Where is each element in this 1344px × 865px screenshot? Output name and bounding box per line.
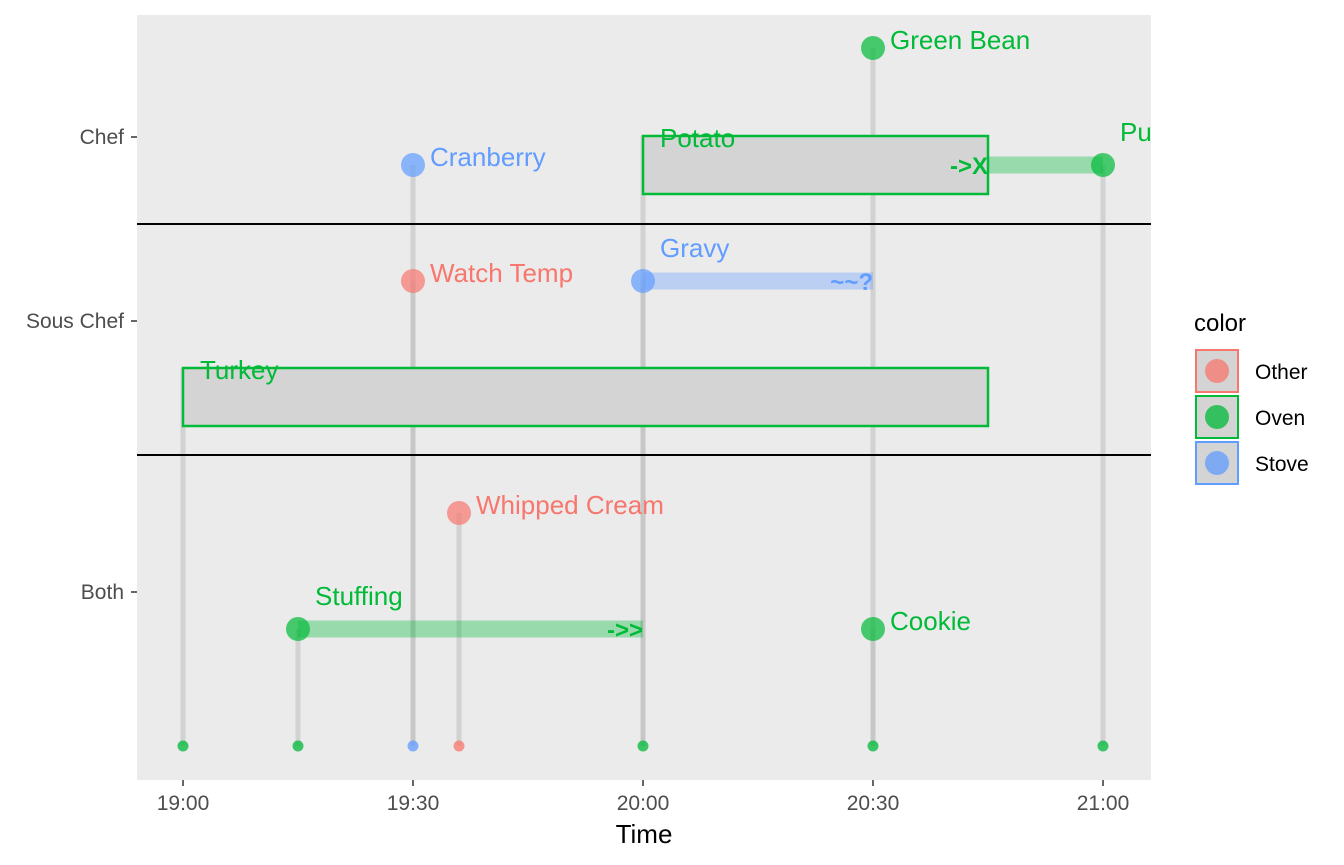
point-gravy <box>631 269 655 293</box>
legend-key-point-stove <box>1205 451 1229 475</box>
legend-key-point-other <box>1205 359 1229 383</box>
end-marker-stuffing: ->> <box>607 617 643 644</box>
legend-label-stove: Stove <box>1255 453 1309 476</box>
baseline-dot-6 <box>867 740 879 752</box>
event-boxes <box>181 134 990 428</box>
end-marker-gravy: ~~? <box>830 269 873 296</box>
point-cookie <box>861 617 885 641</box>
event-label-cranberry: Cranberry <box>430 142 546 172</box>
box-potato <box>641 134 990 196</box>
event-label-watch-temp: Watch Temp <box>430 258 573 288</box>
point-watch-temp <box>401 269 425 293</box>
legend-title: color <box>1194 310 1246 337</box>
point-stuffing <box>286 617 310 641</box>
event-points <box>177 36 1115 752</box>
baseline-dot-4 <box>453 740 465 752</box>
event-label-green-bean: Green Bean <box>890 25 1030 55</box>
baseline-dot-5 <box>637 740 649 752</box>
x-tick-label-20-00: 20:00 <box>617 792 670 815</box>
legend-key-point-oven <box>1205 405 1229 429</box>
event-label-whipped-cream: Whipped Cream <box>476 490 664 520</box>
x-tick-label-21-00: 21:00 <box>1077 792 1130 815</box>
x-axis: 19:00 19:30 20:00 20:30 21:00 <box>157 780 1130 815</box>
legend-label-other: Other <box>1255 361 1308 384</box>
y-tick-label-sous-chef: Sous Chef <box>26 310 124 333</box>
point-pu <box>1091 153 1115 177</box>
baseline-dot-2 <box>292 740 304 752</box>
event-label-turkey: Turkey <box>200 355 279 385</box>
event-label-gravy: Gravy <box>660 233 729 263</box>
legend: color Other Oven Stove <box>1194 310 1309 485</box>
x-axis-title: Time <box>616 819 673 849</box>
x-tick-label-20-30: 20:30 <box>847 792 900 815</box>
event-label-potato: Potato <box>660 123 735 153</box>
event-labels: Green Bean Cranberry Potato Pu ->X Gravy ~~? Wa… <box>200 25 1152 644</box>
x-tick-label-19-00: 19:00 <box>157 792 210 815</box>
point-whipped-cream <box>447 501 471 525</box>
event-label-cookie: Cookie <box>890 606 971 636</box>
box-turkey <box>181 366 990 428</box>
y-tick-label-both: Both <box>81 581 124 604</box>
point-green-bean <box>861 36 885 60</box>
end-marker-pu: ->X <box>950 153 988 180</box>
baseline-dot-7 <box>1097 740 1109 752</box>
baseline-dot-3 <box>407 740 419 752</box>
event-label-pu: Pu <box>1120 117 1152 147</box>
event-bars <box>298 156 1103 638</box>
point-cranberry <box>401 153 425 177</box>
x-tick-label-19-30: 19:30 <box>387 792 440 815</box>
baseline-dot-1 <box>177 740 189 752</box>
y-tick-label-chef: Chef <box>80 126 125 149</box>
legend-label-oven: Oven <box>1255 407 1305 430</box>
event-label-stuffing: Stuffing <box>315 581 403 611</box>
y-axis: Chef Sous Chef Both <box>26 126 137 604</box>
group-separators <box>137 223 1151 456</box>
